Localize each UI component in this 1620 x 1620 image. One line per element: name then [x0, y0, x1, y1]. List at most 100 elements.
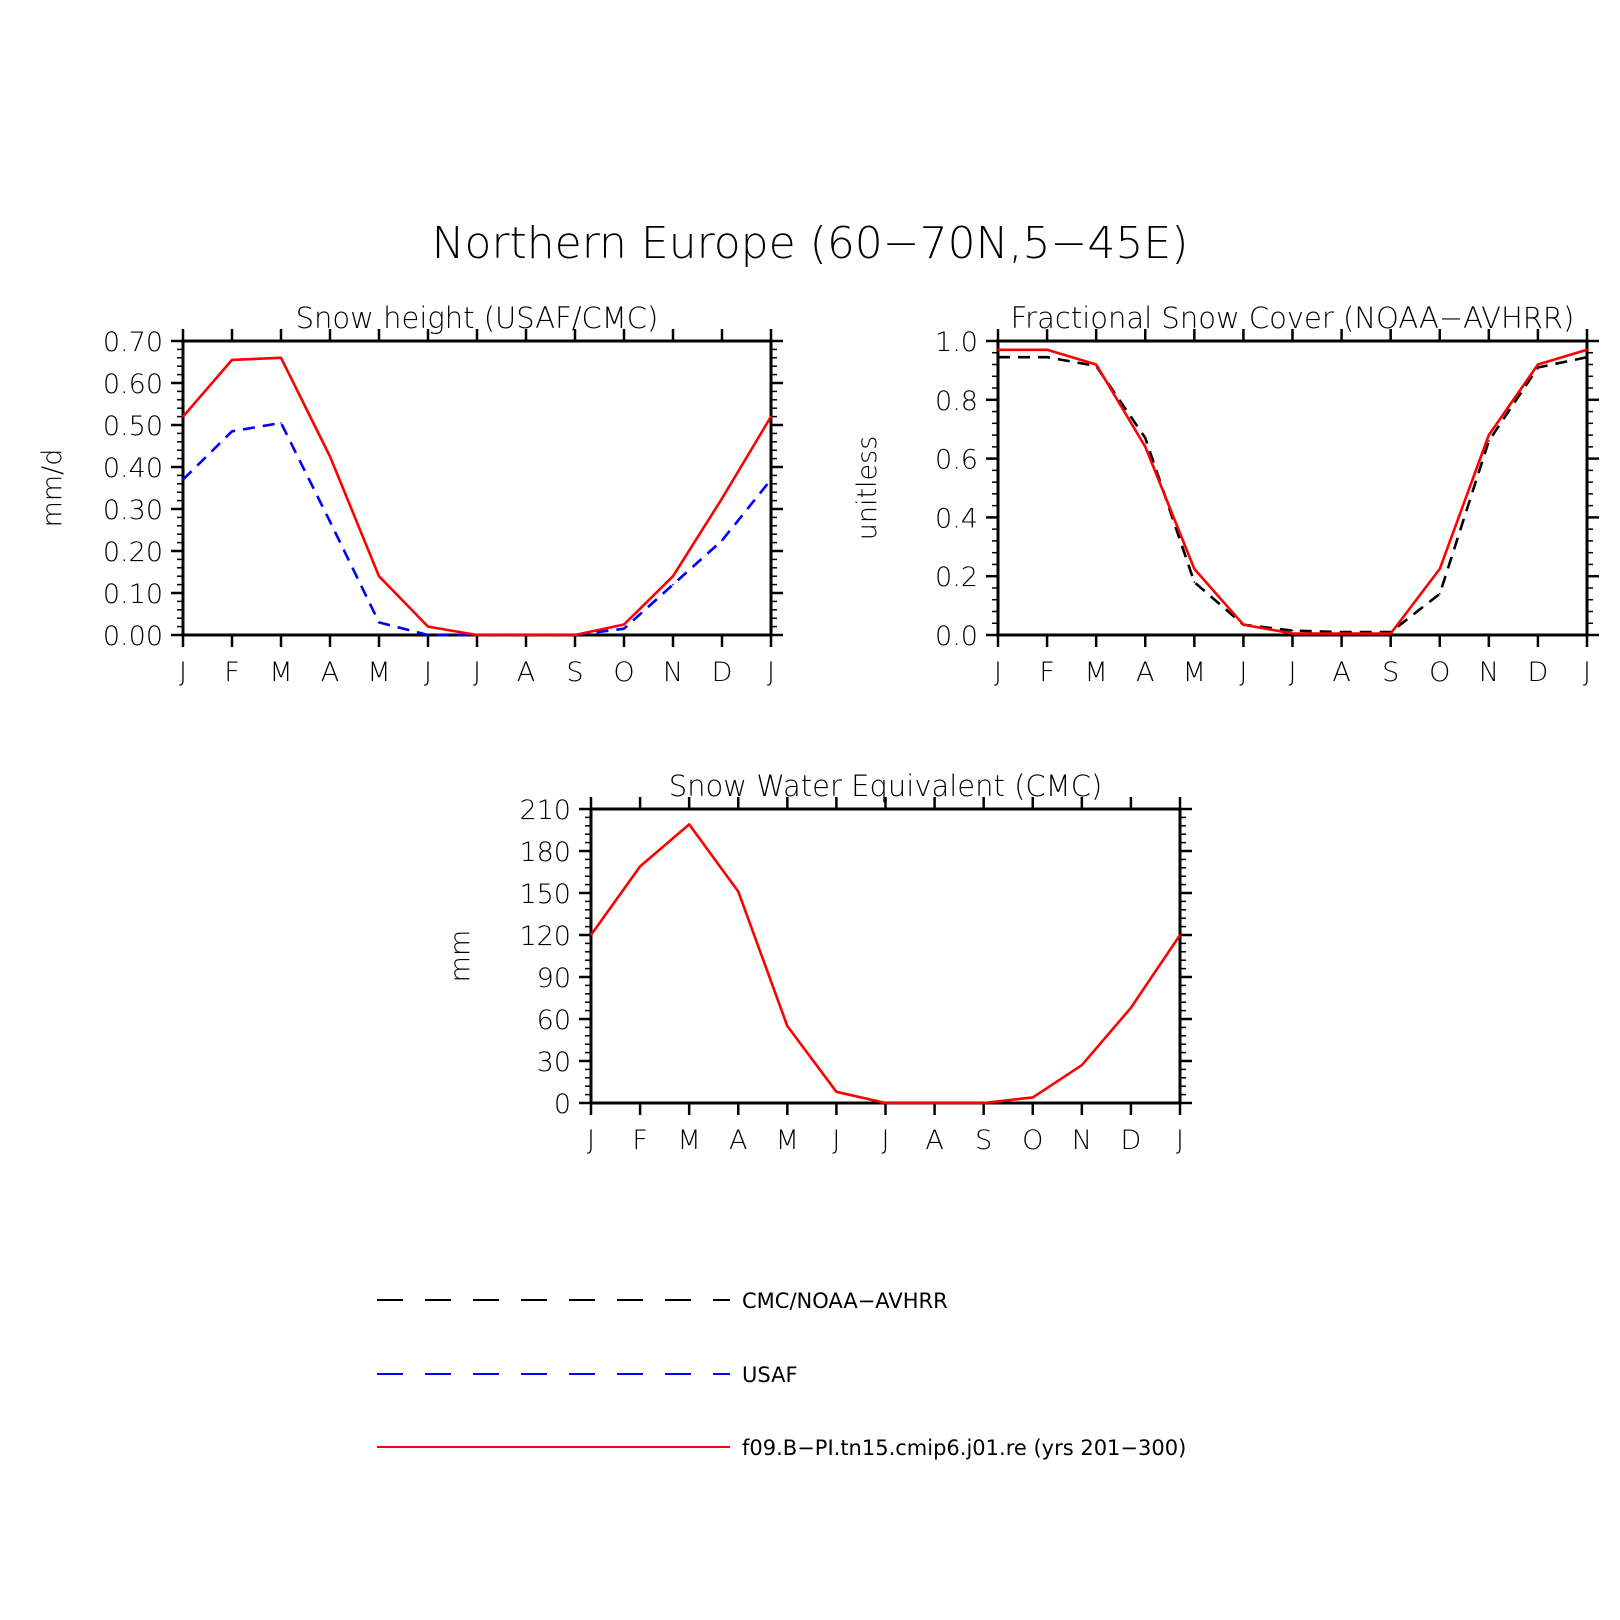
data-point-obs	[182, 634, 184, 636]
data-point-obs	[997, 356, 999, 358]
x-tick-label: D	[1121, 1125, 1142, 1156]
data-point-model	[182, 415, 184, 418]
data-point-model	[525, 634, 527, 636]
x-tick-label: J	[1289, 657, 1297, 688]
data-point-model	[1586, 349, 1588, 351]
data-point-obs	[231, 634, 233, 636]
data-point-obs	[1046, 356, 1048, 358]
data-point-usaf	[770, 478, 772, 481]
data-point-obs	[378, 634, 380, 636]
data-point-model	[1291, 632, 1294, 635]
data-point-obs	[737, 1102, 740, 1104]
data-point-model	[639, 865, 641, 868]
x-tick-label: M	[776, 1125, 799, 1156]
y-tick-label: 0.20	[103, 537, 163, 568]
snow-height-panel: Snow height (USAF/CMC)J F M A M J J A S O N D J0.000…	[37, 301, 783, 688]
data-point-model	[1130, 1007, 1132, 1009]
data-point-model	[1031, 1096, 1034, 1099]
legend: CMC/NOAA−AVHRR USAF f09.B−PI.tn15.cmip6.j0…	[377, 1289, 1186, 1460]
x-tick-label: M	[678, 1125, 701, 1156]
data-point-model	[1081, 1064, 1083, 1066]
data-point-usaf	[182, 478, 184, 481]
plot-frame	[181, 339, 773, 637]
data-point-obs	[672, 634, 674, 636]
data-point-obs	[688, 1102, 690, 1104]
x-tick-label: M	[269, 657, 292, 688]
x-tick-label: F	[224, 657, 240, 688]
data-point-usaf	[378, 621, 380, 624]
data-point-usaf	[623, 627, 625, 630]
x-tick-label: A	[1332, 657, 1350, 688]
series-line-usaf	[182, 421, 773, 637]
data-point-obs	[1179, 1102, 1181, 1104]
x-tick-label: J	[832, 1125, 840, 1156]
y-tick-label: 0.00	[103, 621, 163, 652]
y-tick-label: 150	[519, 879, 571, 910]
data-point-model	[1389, 632, 1392, 635]
fractional-snow-cover-panel: Fractional Snow Cover (NOAA−AVHRR)J F M A M J…	[852, 301, 1599, 688]
series-line-model	[998, 348, 1588, 635]
plot-frame	[589, 807, 1182, 1105]
data-point-model	[1144, 446, 1147, 448]
x-tick-label: F	[1039, 657, 1055, 688]
data-point-obs	[590, 1102, 592, 1104]
y-axis-label: unitless	[852, 436, 883, 541]
data-point-model	[1179, 934, 1181, 936]
data-point-obs	[721, 634, 723, 636]
data-point-model	[476, 634, 478, 636]
y-tick-label: 0.0	[935, 621, 978, 652]
y-tick-label: 210	[519, 795, 571, 826]
x-tick-label: D	[712, 657, 733, 688]
legend-label: CMC/NOAA−AVHRR	[742, 1289, 948, 1313]
y-tick-label: 0.40	[103, 453, 163, 484]
x-tick-label: A	[925, 1125, 943, 1156]
y-tick-label: 1.0	[935, 327, 978, 358]
data-point-model	[1242, 623, 1245, 626]
data-point-usaf	[329, 520, 331, 523]
x-tick-label: N	[663, 657, 683, 688]
data-point-obs	[329, 634, 331, 636]
data-point-model	[933, 1102, 936, 1104]
y-tick-label: 0.50	[103, 411, 163, 442]
x-tick-label: S	[1382, 657, 1399, 688]
data-point-model	[231, 359, 233, 361]
x-tick-label: S	[975, 1125, 992, 1156]
data-point-model	[1340, 632, 1343, 635]
x-tick-label: M	[1085, 657, 1108, 688]
y-tick-label: 0.4	[935, 503, 978, 534]
data-point-model	[623, 623, 625, 626]
data-point-obs	[770, 634, 772, 636]
data-point-obs	[1586, 356, 1588, 358]
y-axis-label: mm/d	[37, 449, 68, 528]
x-tick-label: J	[587, 1125, 595, 1156]
data-point-usaf	[721, 539, 723, 542]
x-tick-label: J	[882, 1125, 890, 1156]
data-point-obs	[1031, 1102, 1034, 1104]
y-axis-label: mm	[445, 930, 476, 983]
x-tick-label: A	[321, 657, 339, 688]
x-tick-label: O	[613, 657, 634, 688]
data-point-obs	[1081, 1102, 1083, 1104]
x-tick-label: J	[994, 657, 1002, 688]
x-tick-label: N	[1479, 657, 1499, 688]
y-tick-label: 0.70	[103, 327, 163, 358]
data-point-usaf	[231, 430, 233, 433]
x-tick-label: D	[1528, 657, 1549, 688]
data-point-model	[737, 890, 740, 893]
data-point-model	[329, 455, 331, 458]
data-point-obs	[623, 634, 625, 636]
data-point-model	[982, 1102, 985, 1104]
data-point-model	[997, 349, 999, 351]
data-point-model	[770, 415, 772, 418]
y-tick-label: 0.6	[935, 445, 978, 476]
data-point-model	[1537, 363, 1539, 366]
data-point-model	[590, 934, 592, 936]
data-point-model	[721, 497, 723, 500]
data-point-model	[1046, 349, 1048, 351]
series-line-obs	[998, 355, 1588, 634]
x-tick-label: N	[1072, 1125, 1092, 1156]
y-tick-label: 0	[554, 1089, 571, 1120]
y-tick-label: 0.10	[103, 579, 163, 610]
data-point-model	[884, 1102, 887, 1104]
